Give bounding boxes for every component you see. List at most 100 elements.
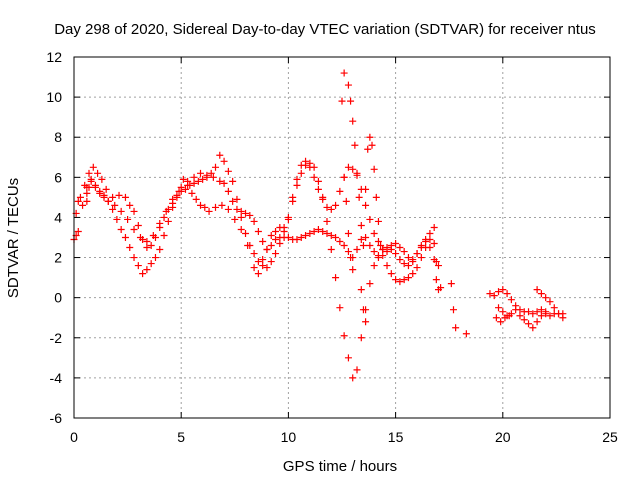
data-point	[231, 215, 239, 223]
data-point	[314, 177, 322, 185]
data-point	[336, 187, 344, 195]
data-point	[503, 290, 511, 298]
data-point	[306, 163, 314, 171]
data-point	[160, 213, 168, 221]
data-point	[237, 225, 245, 233]
data-point	[85, 169, 93, 177]
data-point	[192, 195, 200, 203]
data-point	[392, 240, 400, 248]
x-axis-title: GPS time / hours	[283, 458, 397, 475]
data-point	[432, 258, 440, 266]
data-point	[143, 244, 151, 252]
data-point	[338, 97, 346, 105]
data-point	[546, 312, 554, 320]
data-point	[310, 227, 318, 235]
data-point	[327, 205, 335, 213]
data-point	[366, 280, 374, 288]
data-point	[336, 304, 344, 312]
data-point	[190, 179, 198, 187]
data-point	[537, 290, 545, 298]
data-point	[379, 246, 387, 254]
data-point	[196, 169, 204, 177]
data-point	[533, 286, 541, 294]
data-point	[147, 260, 155, 268]
data-point	[344, 163, 352, 171]
data-point	[396, 256, 404, 264]
data-point	[100, 193, 108, 201]
data-point	[293, 181, 301, 189]
data-point	[121, 193, 129, 201]
data-point	[259, 256, 267, 264]
data-point	[314, 185, 322, 193]
data-point	[263, 246, 271, 254]
x-tick-label: 0	[70, 429, 78, 445]
data-point	[462, 330, 470, 338]
data-point	[263, 264, 271, 272]
data-point	[323, 203, 331, 211]
data-point	[149, 231, 157, 239]
data-point	[267, 258, 275, 266]
data-point	[516, 312, 524, 320]
data-point	[362, 234, 370, 241]
data-point	[366, 133, 374, 141]
data-point	[289, 193, 297, 201]
data-point	[233, 205, 241, 213]
data-point	[254, 270, 262, 278]
data-point	[529, 324, 537, 332]
data-point	[359, 242, 367, 250]
data-point	[250, 217, 258, 225]
data-point	[188, 189, 196, 197]
data-point	[490, 292, 498, 300]
data-point	[190, 173, 198, 181]
x-tick-label: 5	[177, 429, 185, 445]
chart-title: Day 298 of 2020, Sidereal Day-to-day VTE…	[54, 21, 596, 38]
data-point	[216, 177, 224, 185]
data-point	[134, 221, 142, 229]
data-point	[284, 215, 292, 223]
data-point	[284, 234, 292, 241]
data-point	[181, 185, 189, 193]
data-point	[74, 227, 82, 235]
data-point	[342, 197, 350, 205]
data-point	[205, 207, 213, 215]
data-point	[272, 227, 280, 235]
grid-lines	[74, 57, 610, 418]
series-trace-f	[486, 286, 567, 332]
data-point	[529, 310, 537, 318]
data-point	[357, 236, 365, 244]
data-point	[546, 298, 554, 306]
data-point	[173, 193, 181, 201]
data-point	[207, 169, 215, 177]
data-point	[349, 374, 357, 382]
data-point	[319, 227, 327, 235]
data-point	[432, 276, 440, 284]
data-point	[396, 244, 404, 252]
data-point	[242, 229, 250, 237]
data-point	[362, 201, 370, 209]
data-point	[85, 183, 93, 191]
data-point	[501, 314, 509, 322]
data-point	[357, 221, 365, 229]
data-point	[370, 165, 378, 173]
data-point	[212, 163, 220, 171]
data-point	[237, 207, 245, 215]
data-point	[542, 294, 550, 302]
x-tick-label: 25	[602, 429, 618, 445]
data-point	[229, 197, 237, 205]
data-point	[259, 238, 267, 246]
data-point	[533, 308, 541, 316]
data-point	[229, 177, 237, 185]
data-point	[349, 117, 357, 125]
data-point	[224, 205, 232, 213]
data-point	[426, 229, 434, 237]
data-point	[559, 314, 567, 322]
data-point	[130, 207, 138, 215]
data-point	[272, 236, 280, 244]
data-point	[310, 173, 318, 181]
data-point	[447, 280, 455, 288]
data-point	[246, 211, 254, 219]
data-point	[413, 250, 421, 258]
data-point	[344, 354, 352, 362]
data-point	[340, 173, 348, 181]
data-point	[520, 316, 528, 324]
